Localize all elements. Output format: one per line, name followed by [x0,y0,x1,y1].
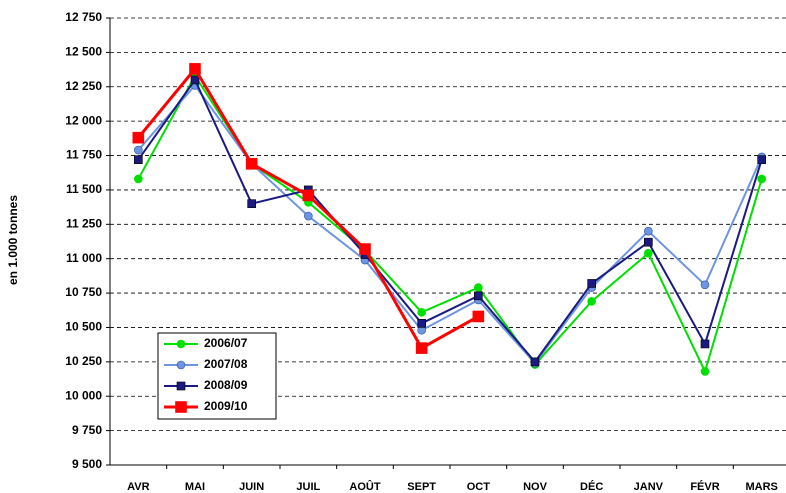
data-point [134,155,143,164]
series-line [137,66,480,351]
legend-label: 2007/08 [204,357,248,371]
data-point [757,174,766,184]
y-tick-label: 11 000 [66,251,102,265]
x-tick-label: MAI [185,481,205,493]
data-point [587,279,596,288]
data-point [757,155,766,164]
legend-marker [176,381,186,391]
data-point [132,131,145,144]
y-tick-label: 12 500 [65,45,102,59]
y-axis-label: en 1.000 tonnes [6,195,20,285]
x-tick-label: JANV [634,481,664,493]
data-point [417,319,426,328]
legend-label: 2008/09 [204,378,248,392]
data-point [190,75,200,85]
x-tick-label: FÉVR [690,480,719,493]
y-tick-label: 12 750 [65,10,102,24]
data-point [417,308,426,317]
data-point [644,226,653,236]
x-tick-label: OCT [467,481,491,493]
x-tick-label: NOV [523,481,548,493]
x-tick-label: JUIN [239,481,264,493]
data-point [247,199,256,208]
data-point [304,211,313,221]
data-point [359,243,371,255]
x-tick-label: DÉC [580,480,603,493]
y-tick-label: 10 250 [65,354,102,368]
data-point [530,357,540,367]
x-tick-label: SEPT [407,481,436,493]
y-tick-label: 10 750 [65,285,102,299]
y-tick-label: 9 750 [72,423,102,437]
data-point [134,174,143,184]
data-point [700,339,710,349]
y-tick-label: 12 000 [65,113,102,127]
y-tick-label: 11 750 [66,148,102,162]
x-tick-label: MARS [745,481,777,493]
y-tick-label: 10 500 [65,320,102,334]
x-tick-label: AVR [127,481,149,493]
y-tick-label: 9 500 [72,457,102,471]
data-point [245,157,258,170]
data-point [472,310,485,323]
legend-label: 2009/10 [204,399,248,413]
data-point [302,189,315,202]
legend-marker [175,401,187,413]
x-tick-label: JUIL [296,481,320,493]
data-point [134,145,143,155]
data-point [644,248,653,258]
y-tick-label: 10 000 [65,388,102,402]
data-point [189,63,201,75]
data-point [474,283,483,292]
data-point [644,237,653,247]
y-tick-label: 11 500 [66,182,102,196]
legend-marker [176,360,186,370]
x-tick-label: AOÛT [349,480,380,493]
data-point [700,367,710,376]
data-point [700,280,710,290]
data-point [587,297,596,306]
data-point [415,342,428,354]
y-tick-label: 12 250 [65,79,102,93]
legend-marker [176,339,186,349]
legend-label: 2006/07 [204,336,248,350]
series-line [137,77,763,364]
y-tick-label: 11 250 [66,216,102,230]
data-point [474,291,483,301]
